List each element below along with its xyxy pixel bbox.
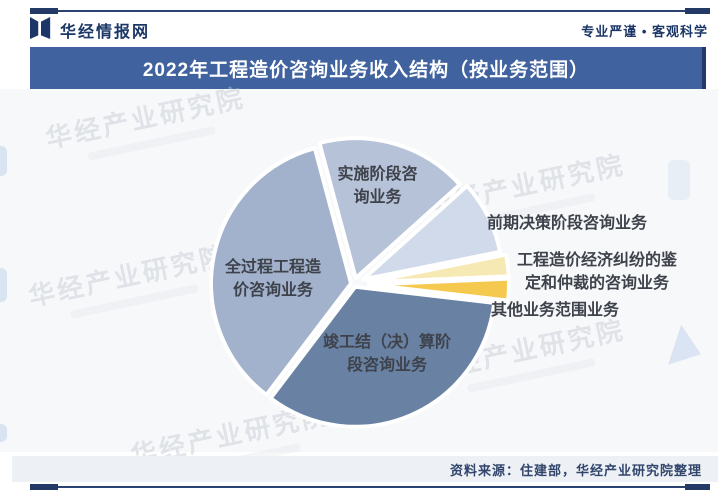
source-text: 资料来源：住建部，华经产业研究院整理 bbox=[449, 462, 702, 478]
brand: 华经情报网 bbox=[30, 16, 150, 45]
pie-slice-5 bbox=[209, 146, 354, 397]
top-rule-left-tick bbox=[30, 8, 58, 14]
pie-slice-0 bbox=[317, 136, 462, 281]
top-rule bbox=[30, 8, 710, 14]
brand-tagline: 专业严谨 • 客观科学 bbox=[581, 23, 708, 39]
bottom-rule bbox=[30, 484, 710, 490]
header: 华经情报网 专业严谨 • 客观科学 bbox=[30, 16, 708, 44]
brand-name: 华经情报网 bbox=[60, 24, 151, 41]
source-band: 资料来源：住建部，华经产业研究院整理 bbox=[12, 456, 718, 482]
huajing-logo-icon bbox=[30, 16, 52, 45]
pie-slice-1 bbox=[360, 183, 503, 282]
pie-slice-3 bbox=[366, 276, 511, 303]
top-rule-right-tick bbox=[685, 8, 710, 14]
pie-slice-4 bbox=[268, 284, 497, 429]
bottom-rule-right-tick bbox=[685, 484, 710, 490]
pie-slice-2 bbox=[366, 252, 511, 285]
bottom-rule-left-tick bbox=[30, 484, 58, 490]
chart-title: 2022年工程造价咨询业务收入结构（按业务范围） bbox=[142, 59, 590, 81]
